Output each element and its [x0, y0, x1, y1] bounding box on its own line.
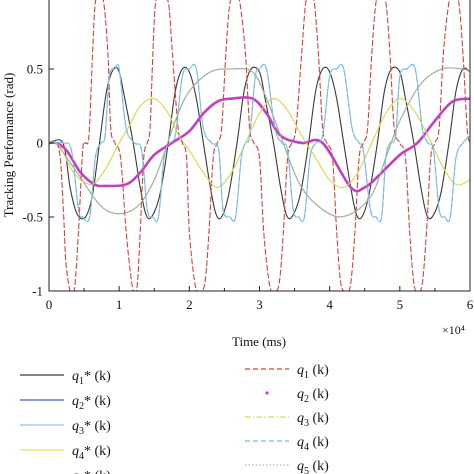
legend-label: q5* (k): [72, 469, 111, 474]
series-line-6: [49, 0, 470, 291]
x-tick-label: 5: [397, 297, 404, 312]
x-tick-label: 0: [46, 297, 53, 312]
legend-item-right-4: q4 (k): [245, 435, 329, 453]
x-tick-label: 2: [186, 297, 193, 312]
axis-layer: 0 1 2 3 4 5 6 -1 -0.5 0 0.5 1: [22, 0, 473, 312]
series-line-9: [49, 63, 470, 223]
legend-item-left-5: q5* (k): [72, 469, 111, 474]
plot-frame: [48, 0, 471, 292]
legend-label: q2 (k): [297, 387, 329, 405]
y-tick-label: 0.5: [27, 62, 43, 77]
series-line-7: [49, 96, 470, 193]
legend-label: q4 (k): [297, 435, 329, 453]
legend-item-right-2: q2 (k): [265, 387, 329, 405]
y-tick-label: -1: [32, 284, 43, 299]
x-axis-label: Time (ms): [232, 334, 286, 349]
y-axis-label: Tracking Performance (rad): [1, 73, 16, 218]
legend-label: q3 (k): [297, 411, 329, 429]
series-line-1: [49, 66, 470, 220]
legend-item-left-3: q3* (k): [20, 419, 111, 437]
plot-area: 0 1 2 3 4 5 6 -1 -0.5 0 0.5 1: [22, 0, 474, 312]
legend-item-right-1: q1 (k): [245, 363, 329, 381]
legend-label: q1* (k): [72, 369, 111, 387]
legend-label: q1 (k): [297, 363, 329, 381]
x-scale-label: ×10⁴: [442, 323, 465, 337]
x-tick-label: 3: [256, 297, 263, 312]
series-line-4: [49, 97, 470, 189]
series-layer: [49, 0, 470, 291]
legend-label: q3* (k): [72, 419, 111, 437]
y-tick-label: 0: [37, 136, 44, 151]
series-line-8: [49, 97, 470, 189]
legend-item-right-3: q3 (k): [245, 411, 329, 429]
legend-item-left-4: q4* (k): [20, 444, 111, 462]
legend-item-left-2: q2* (k): [20, 394, 111, 412]
y-tick-label: 1: [37, 0, 44, 3]
legend: q1* (k) q2* (k) q3* (k) q4* (k) q5* (k) q1 (k…: [20, 363, 329, 474]
x-tick-label: 6: [467, 297, 474, 312]
series-line-3: [49, 63, 470, 223]
series-line-10: [49, 67, 470, 218]
legend-swatch: [265, 391, 269, 395]
series-line-5: [49, 67, 470, 218]
legend-label: q5 (k): [297, 459, 329, 474]
y-tick-label: -0.5: [22, 210, 43, 225]
x-tick-label: 1: [116, 297, 123, 312]
legend-label: q4* (k): [72, 444, 111, 462]
legend-item-left-1: q1* (k): [20, 369, 111, 387]
x-tick-label: 4: [326, 297, 333, 312]
legend-item-right-5: q5 (k): [245, 459, 329, 474]
legend-label: q2* (k): [72, 394, 111, 412]
